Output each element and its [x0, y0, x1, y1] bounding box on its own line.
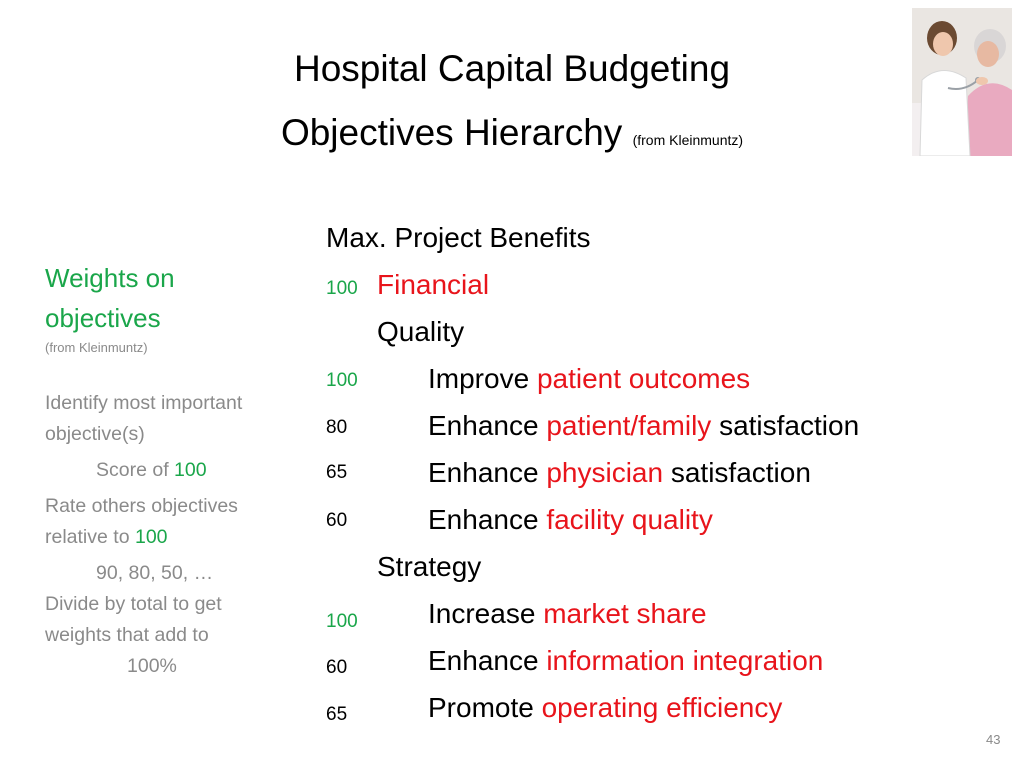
step-divide-line3: 100% — [127, 655, 177, 677]
step-identify: Identify most important objective(s) — [45, 388, 242, 450]
objective-verb: Enhance — [428, 410, 539, 441]
strategy-item-1: Increase market share — [428, 598, 707, 630]
score-line: Score of 100 — [96, 455, 207, 486]
strategy-weight-2: 60 — [326, 657, 348, 678]
score-value: 100 — [174, 459, 207, 481]
objective-focus: patient/family — [546, 410, 712, 441]
step-divide-line1: Divide by total to get — [45, 593, 222, 615]
hierarchy-root: Max. Project Benefits — [326, 222, 591, 253]
slide-title: Hospital Capital Budgeting — [293, 48, 731, 89]
strategy-weight-3: 65 — [326, 704, 348, 725]
step-rate-value: 100 — [134, 526, 168, 548]
strategy-weight-1: 100 — [326, 611, 358, 632]
objective-focus: operating efficiency — [541, 692, 783, 723]
objective-focus: information integration — [546, 645, 824, 676]
objective-focus: facility quality — [546, 504, 713, 535]
quality-item-3: Enhance physician satisfaction — [428, 457, 811, 489]
objective-suffix: satisfaction — [719, 410, 860, 441]
quality-weight-2: 80 — [326, 417, 348, 438]
step-divide-line2: weights that add to — [45, 624, 209, 646]
weights-heading-line1: Weights on — [45, 263, 175, 293]
strategy-item-2: Enhance information integration — [428, 645, 823, 677]
quality-item-2: Enhance patient/family satisfaction — [428, 410, 859, 442]
step-identify-line2: objective(s) — [45, 423, 145, 445]
subtitle-source-note: (from Kleinmuntz) — [632, 132, 744, 148]
strategy-group: Strategy — [377, 551, 482, 582]
objective-verb: Enhance — [428, 645, 539, 676]
nurse-patient-photo — [912, 8, 1012, 156]
objective-focus: patient outcomes — [536, 363, 751, 394]
quality-item-1: Improve patient outcomes — [428, 363, 750, 395]
page-number: 43 — [986, 732, 1001, 747]
step-rate-prefix: relative to — [45, 526, 130, 548]
step-rate-line1: Rate others objectives — [45, 495, 238, 517]
quality-item-4: Enhance facility quality — [428, 504, 713, 536]
step-identify-line1: Identify most important — [45, 392, 243, 414]
step-rate-line2: relative to 100 — [45, 522, 238, 553]
quality-weight-3: 65 — [326, 462, 348, 483]
financial-objective: Financial — [377, 269, 490, 300]
strategy-item-3: Promote operating efficiency — [428, 692, 782, 724]
objective-suffix: satisfaction — [670, 457, 811, 488]
objective-verb: Improve — [428, 363, 530, 394]
objective-verb: Promote — [428, 692, 534, 723]
weights-heading-line2: objectives — [45, 303, 161, 333]
slide-subtitle: Objectives Hierarchy (from Kleinmuntz) — [0, 112, 1024, 154]
subtitle-text: Objectives Hierarchy — [280, 112, 623, 153]
quality-weight-4: 60 — [326, 510, 348, 531]
objective-focus: market share — [543, 598, 707, 629]
quality-weight-1: 100 — [326, 370, 358, 391]
objective-verb: Enhance — [428, 457, 539, 488]
weights-source-note: (from Kleinmuntz) — [45, 340, 148, 355]
step-divide: Divide by total to get weights that add … — [45, 589, 222, 682]
weights-heading: Weights on objectives — [45, 258, 175, 338]
financial-weight: 100 — [326, 278, 358, 299]
objective-focus: physician — [546, 457, 664, 488]
quality-group: Quality — [377, 316, 465, 347]
objective-verb: Enhance — [428, 504, 539, 535]
example-ratings: 90, 80, 50, … — [96, 562, 214, 584]
step-rate: Rate others objectives relative to 100 — [45, 491, 238, 553]
score-prefix: Score of — [96, 459, 169, 481]
objective-verb: Increase — [428, 598, 536, 629]
